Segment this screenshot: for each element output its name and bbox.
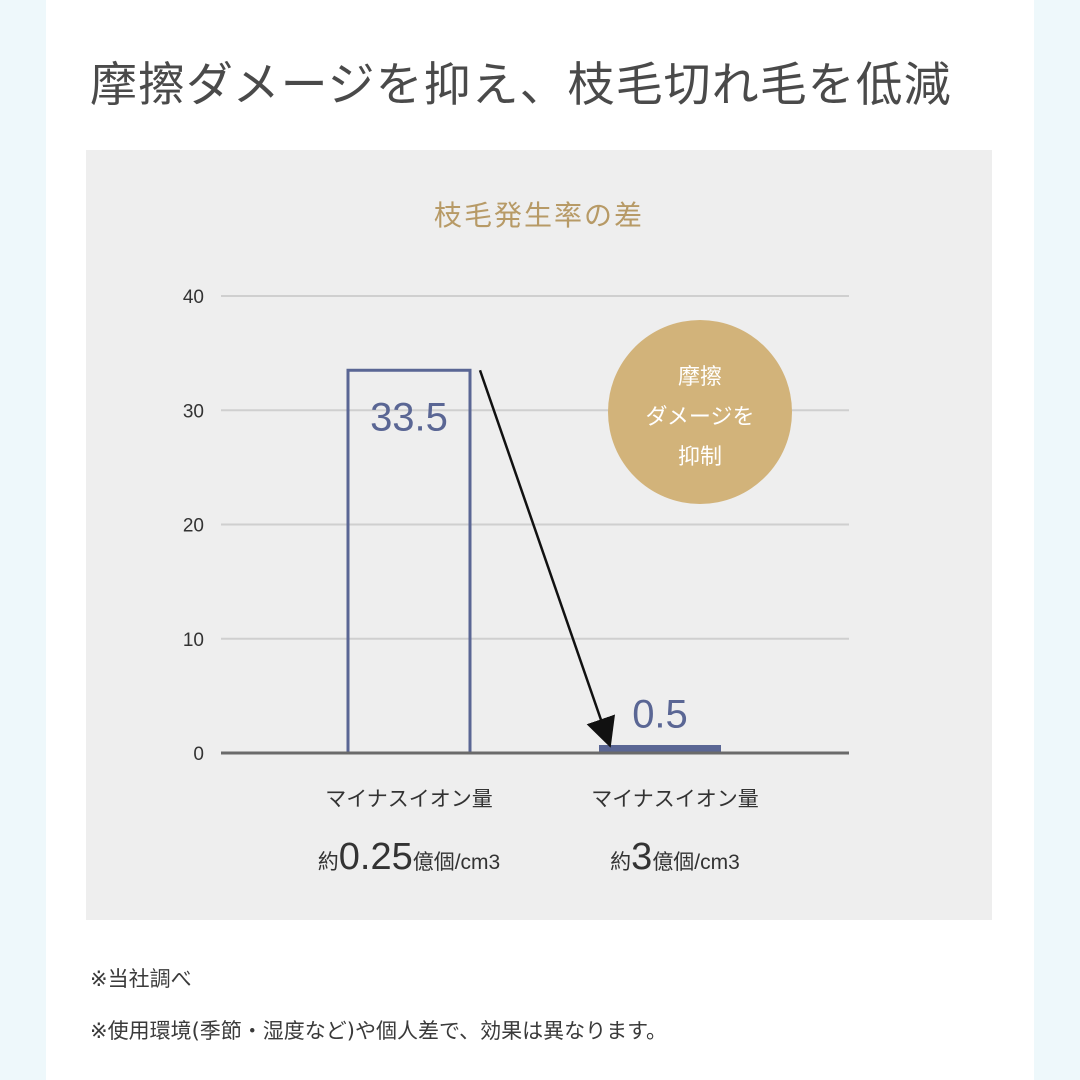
headline: 摩擦ダメージを抑え、枝毛切れ毛を低減 <box>90 58 952 113</box>
decrease-arrow <box>478 369 615 748</box>
grid <box>221 295 849 640</box>
amount-value: 0.25 <box>339 836 413 878</box>
category-label: マイナスイオン量 <box>591 788 759 811</box>
page: 摩擦ダメージを抑え、枝毛切れ毛を低減 枝毛発生率の差 0 10 20 30 40 33.… <box>46 0 1034 1080</box>
amount-prefix: 約 <box>318 851 339 874</box>
badge-text: 摩擦 <box>678 364 722 389</box>
y-tick-labels: 0 10 20 30 40 <box>183 287 204 765</box>
y-tick-label: 10 <box>183 630 204 651</box>
note-disclaimer: ※使用環境(季節・湿度など)や個人差で、効果は異なります。 <box>90 1019 668 1043</box>
category-amount-label: 約3億個/cm3 <box>610 836 740 878</box>
bar-value-label: 0.5 <box>632 692 688 736</box>
note-survey: ※当社調べ <box>90 967 192 991</box>
bar-value-label: 33.5 <box>370 395 448 439</box>
amount-suffix: 億個/cm3 <box>413 851 501 874</box>
amount-suffix: 億個/cm3 <box>652 851 740 874</box>
y-tick-label: 0 <box>193 744 204 765</box>
y-tick-label: 40 <box>183 287 204 308</box>
badge-circle <box>608 320 792 504</box>
chart-title: 枝毛発生率の差 <box>434 200 644 231</box>
y-tick-label: 30 <box>183 401 204 422</box>
badge-text: 抑制 <box>678 444 722 469</box>
chart-panel: 枝毛発生率の差 0 10 20 30 40 33.5 0.5 摩擦ダメージを抑制 マイナス… <box>86 150 992 920</box>
category-label: マイナスイオン量 <box>325 788 493 811</box>
amount-value: 3 <box>631 836 652 878</box>
category-amount-label: 約0.25億個/cm3 <box>318 836 500 878</box>
badge-text: ダメージを <box>646 404 755 429</box>
y-tick-label: 20 <box>183 516 204 537</box>
amount-prefix: 約 <box>610 851 631 874</box>
bar-1 <box>599 745 721 753</box>
